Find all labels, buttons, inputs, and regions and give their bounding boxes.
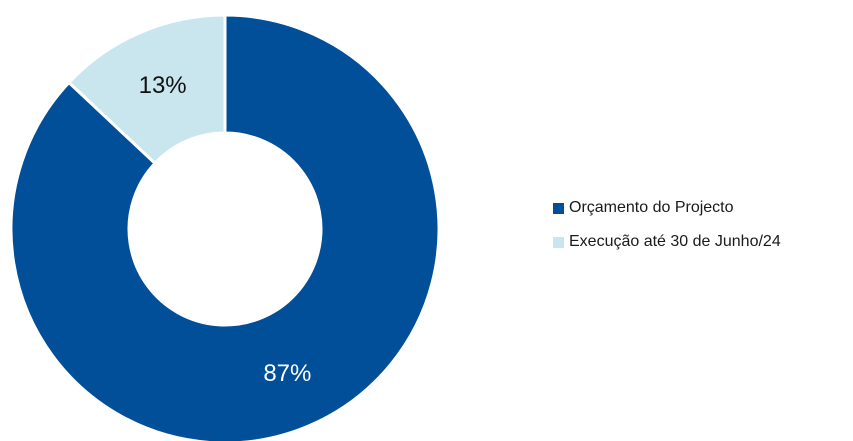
slice-label-execucao: 13%	[139, 72, 187, 99]
legend-swatch-execucao	[553, 236, 564, 248]
slice-orcamento	[9, 13, 441, 441]
legend-item-orcamento: Orçamento do Projecto	[553, 197, 781, 219]
legend-label-orcamento: Orçamento do Projecto	[569, 199, 734, 216]
slice-execucao	[66, 13, 227, 166]
legend-swatch-orcamento	[553, 202, 564, 214]
slice-label-orcamento: 87%	[263, 360, 311, 387]
chart-legend: Orçamento do Projecto Execução até 30 de…	[553, 197, 781, 265]
legend-label-execucao: Execução até 30 de Junho/24	[569, 233, 781, 250]
legend-item-execucao: Execução até 30 de Junho/24	[553, 231, 781, 253]
